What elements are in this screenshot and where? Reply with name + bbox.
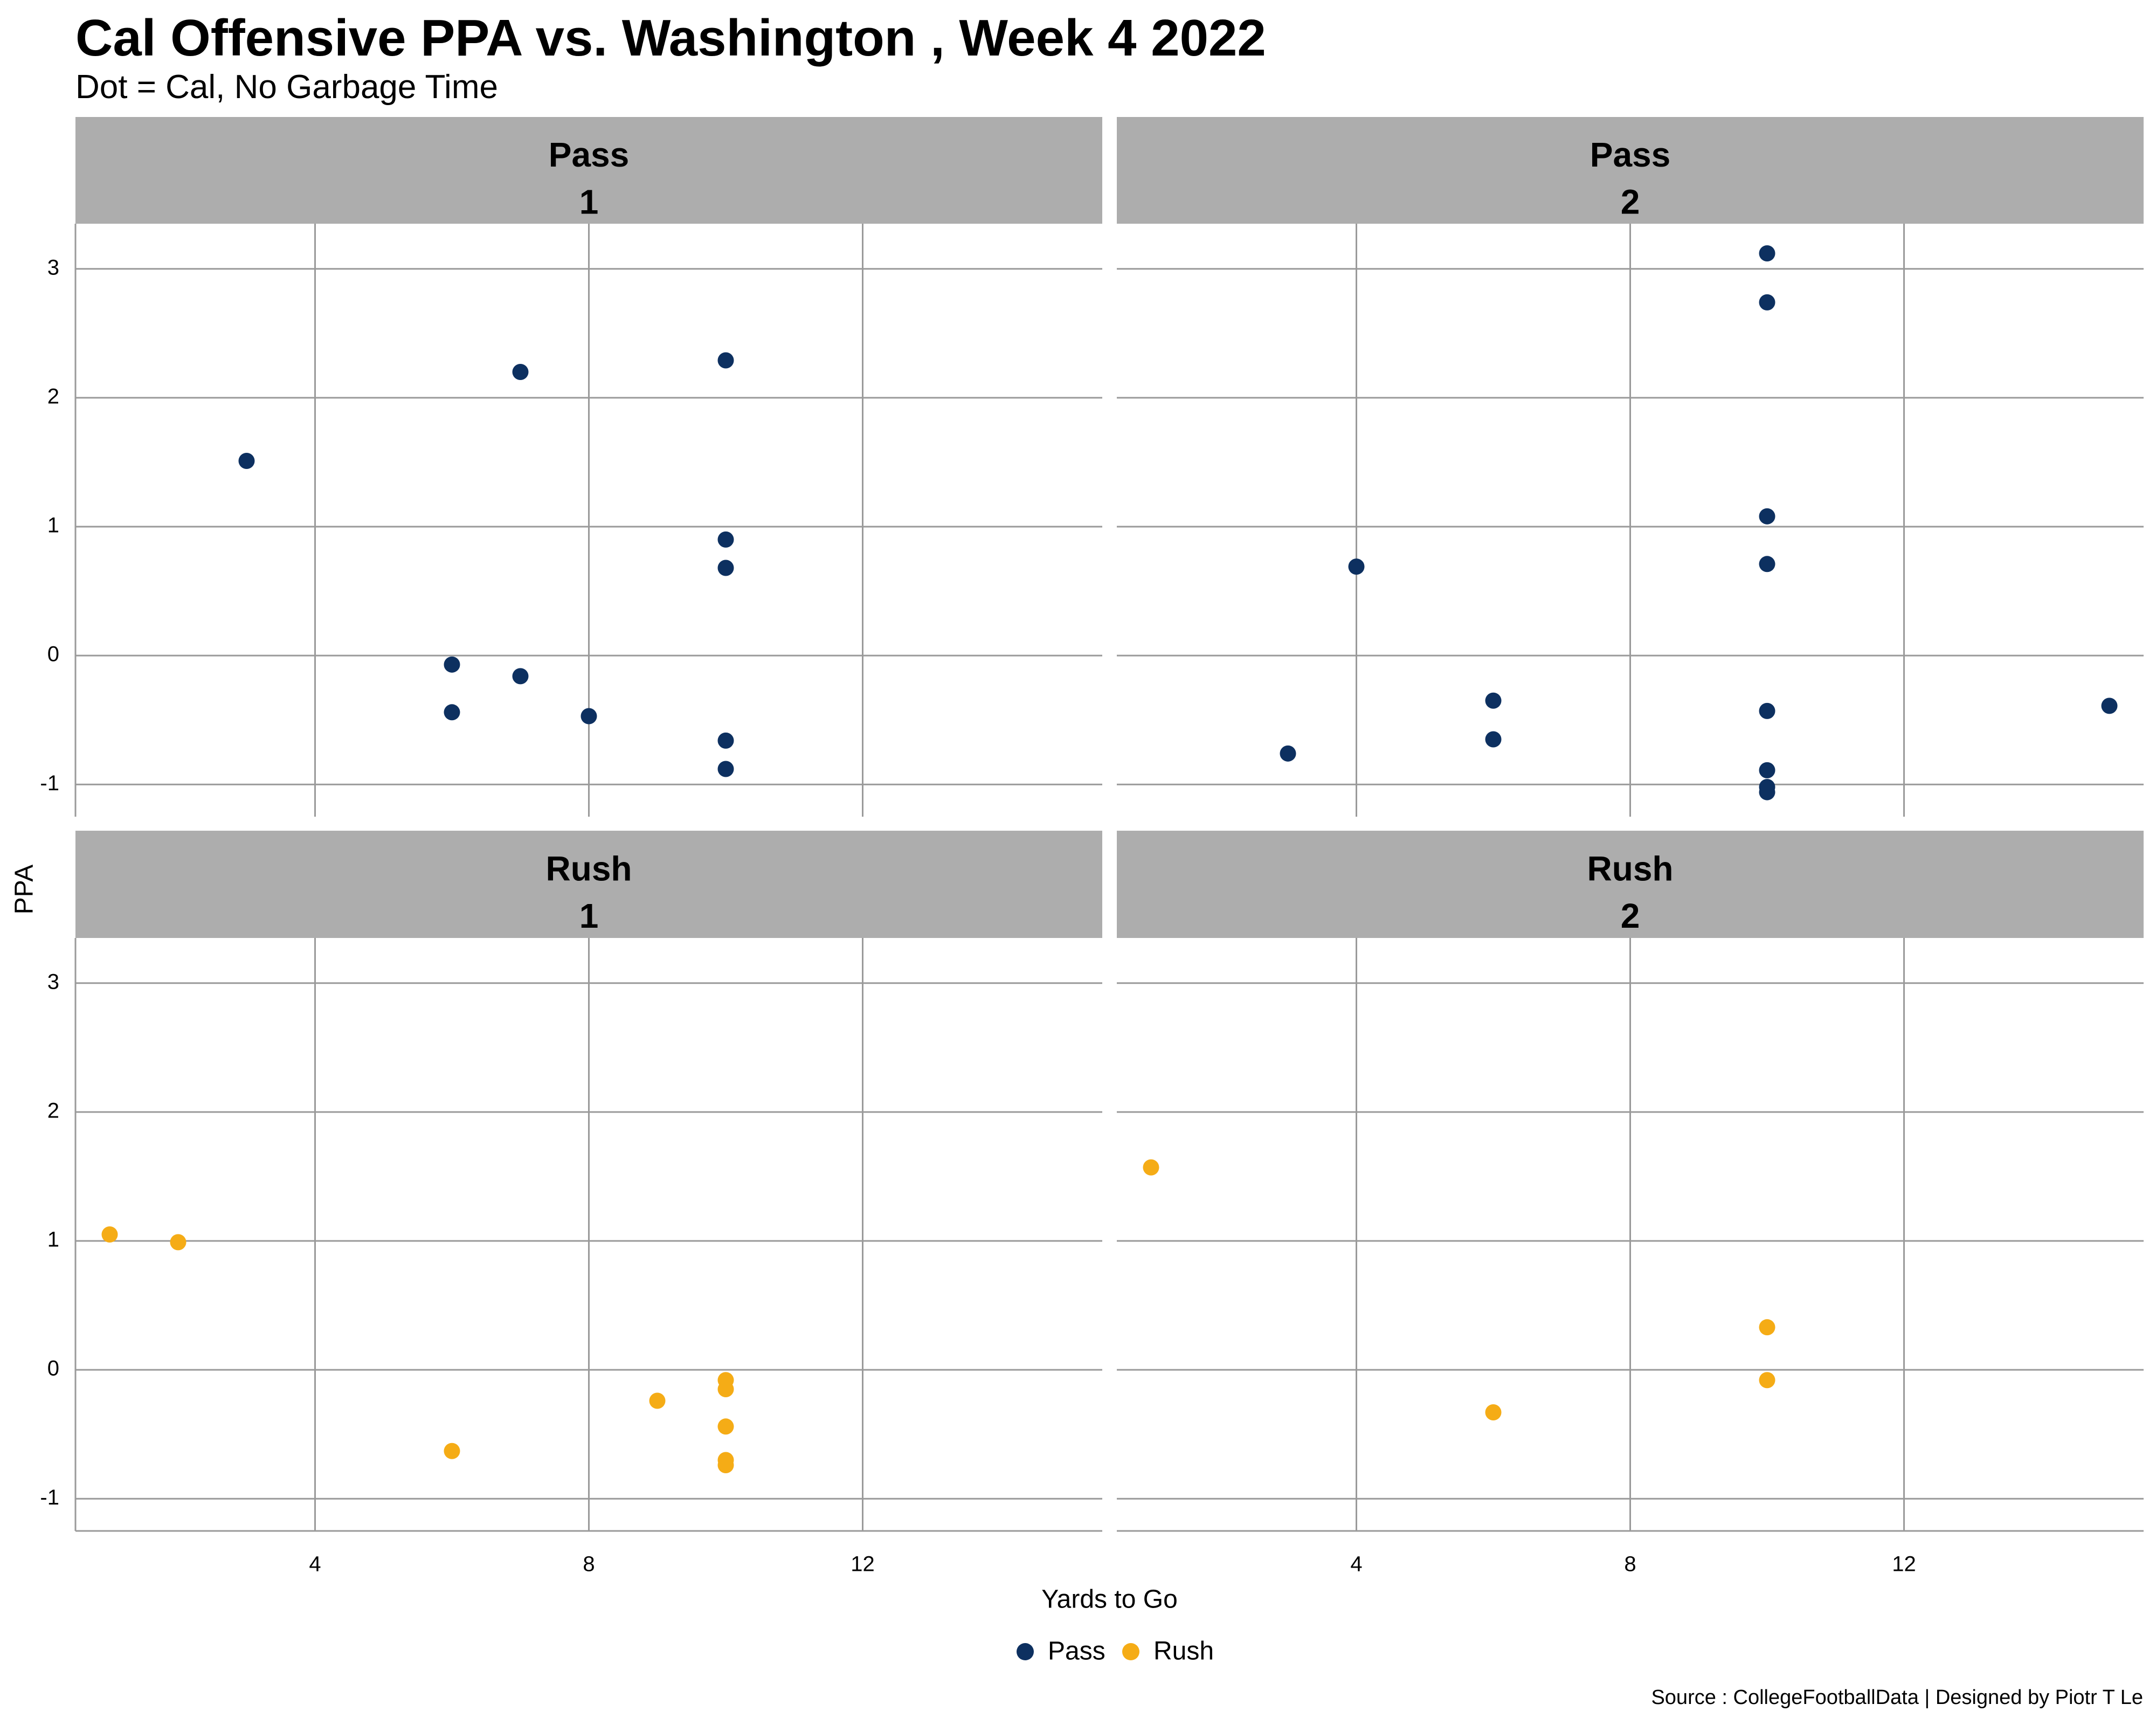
facet-strip-play-type: Pass xyxy=(1590,135,1670,174)
data-point xyxy=(170,1234,186,1251)
data-point xyxy=(444,1443,460,1459)
x-tick-label: 4 xyxy=(1350,1552,1362,1576)
facet-strip xyxy=(1117,117,2144,224)
y-tick-label: -1 xyxy=(40,1486,59,1509)
data-point xyxy=(717,1457,734,1474)
x-tick-label: 12 xyxy=(1892,1552,1916,1576)
chart-title: Cal Offensive PPA vs. Washington , Week … xyxy=(75,9,1266,67)
data-point xyxy=(717,352,734,369)
data-point xyxy=(512,364,529,380)
x-axis-title: Yards to Go xyxy=(1041,1585,1178,1614)
data-point xyxy=(238,453,255,469)
data-point xyxy=(1759,762,1775,778)
y-tick-label: 2 xyxy=(47,1099,59,1122)
legend-marker xyxy=(1017,1643,1034,1660)
facet-strip-down: 2 xyxy=(1621,182,1640,221)
data-point xyxy=(717,732,734,749)
x-tick-label: 8 xyxy=(583,1552,595,1576)
y-tick-label: 0 xyxy=(47,643,59,666)
data-point xyxy=(717,531,734,548)
y-tick-label: -1 xyxy=(40,771,59,795)
data-point xyxy=(1485,731,1502,748)
data-point xyxy=(1143,1159,1159,1176)
facet-strip-play-type: Rush xyxy=(1587,850,1674,888)
data-point xyxy=(717,1418,734,1435)
facet-strip-down: 1 xyxy=(579,896,599,935)
data-point xyxy=(101,1226,118,1243)
data-point xyxy=(1348,558,1365,575)
facet-strip-play-type: Pass xyxy=(549,135,629,174)
data-point xyxy=(1280,745,1296,762)
data-point xyxy=(512,668,529,685)
data-point xyxy=(1759,508,1775,525)
y-tick-label: 2 xyxy=(47,384,59,408)
chart-caption: Source : CollegeFootballData | Designed … xyxy=(1651,1686,2143,1709)
y-tick-label: 3 xyxy=(47,970,59,993)
data-point xyxy=(1759,245,1775,261)
y-axis-title: PPA xyxy=(10,865,39,914)
y-tick-label: 1 xyxy=(47,1228,59,1252)
facet-strip-down: 1 xyxy=(579,182,599,221)
data-point xyxy=(717,560,734,576)
facet-strip xyxy=(1117,831,2144,938)
y-tick-label: 0 xyxy=(47,1357,59,1381)
x-tick-label: 8 xyxy=(1624,1552,1636,1576)
data-point xyxy=(649,1392,666,1409)
data-point xyxy=(1759,702,1775,719)
y-tick-label: 1 xyxy=(47,514,59,537)
data-point xyxy=(1759,556,1775,572)
data-point xyxy=(1485,1404,1502,1420)
facet-strip-play-type: Rush xyxy=(546,850,632,888)
legend-label: Rush xyxy=(1153,1637,1214,1666)
x-tick-label: 4 xyxy=(309,1552,321,1576)
y-tick-label: 3 xyxy=(47,256,59,279)
data-point xyxy=(1485,692,1502,709)
legend-marker xyxy=(1122,1643,1139,1660)
facet-strip xyxy=(75,831,1102,938)
data-point xyxy=(1759,1372,1775,1389)
data-point xyxy=(581,708,597,724)
chart-subtitle: Dot = Cal, No Garbage Time xyxy=(75,68,498,106)
facet-strip-down: 2 xyxy=(1621,896,1640,935)
data-point xyxy=(1759,784,1775,801)
data-point xyxy=(1759,1319,1775,1336)
data-point xyxy=(444,704,460,721)
data-point xyxy=(444,656,460,673)
data-point xyxy=(1759,294,1775,310)
data-point xyxy=(717,1381,734,1397)
legend-label: Pass xyxy=(1048,1637,1105,1666)
data-point xyxy=(717,761,734,777)
x-tick-label: 12 xyxy=(851,1552,875,1576)
data-point xyxy=(2101,698,2118,714)
facet-strip xyxy=(75,117,1102,224)
